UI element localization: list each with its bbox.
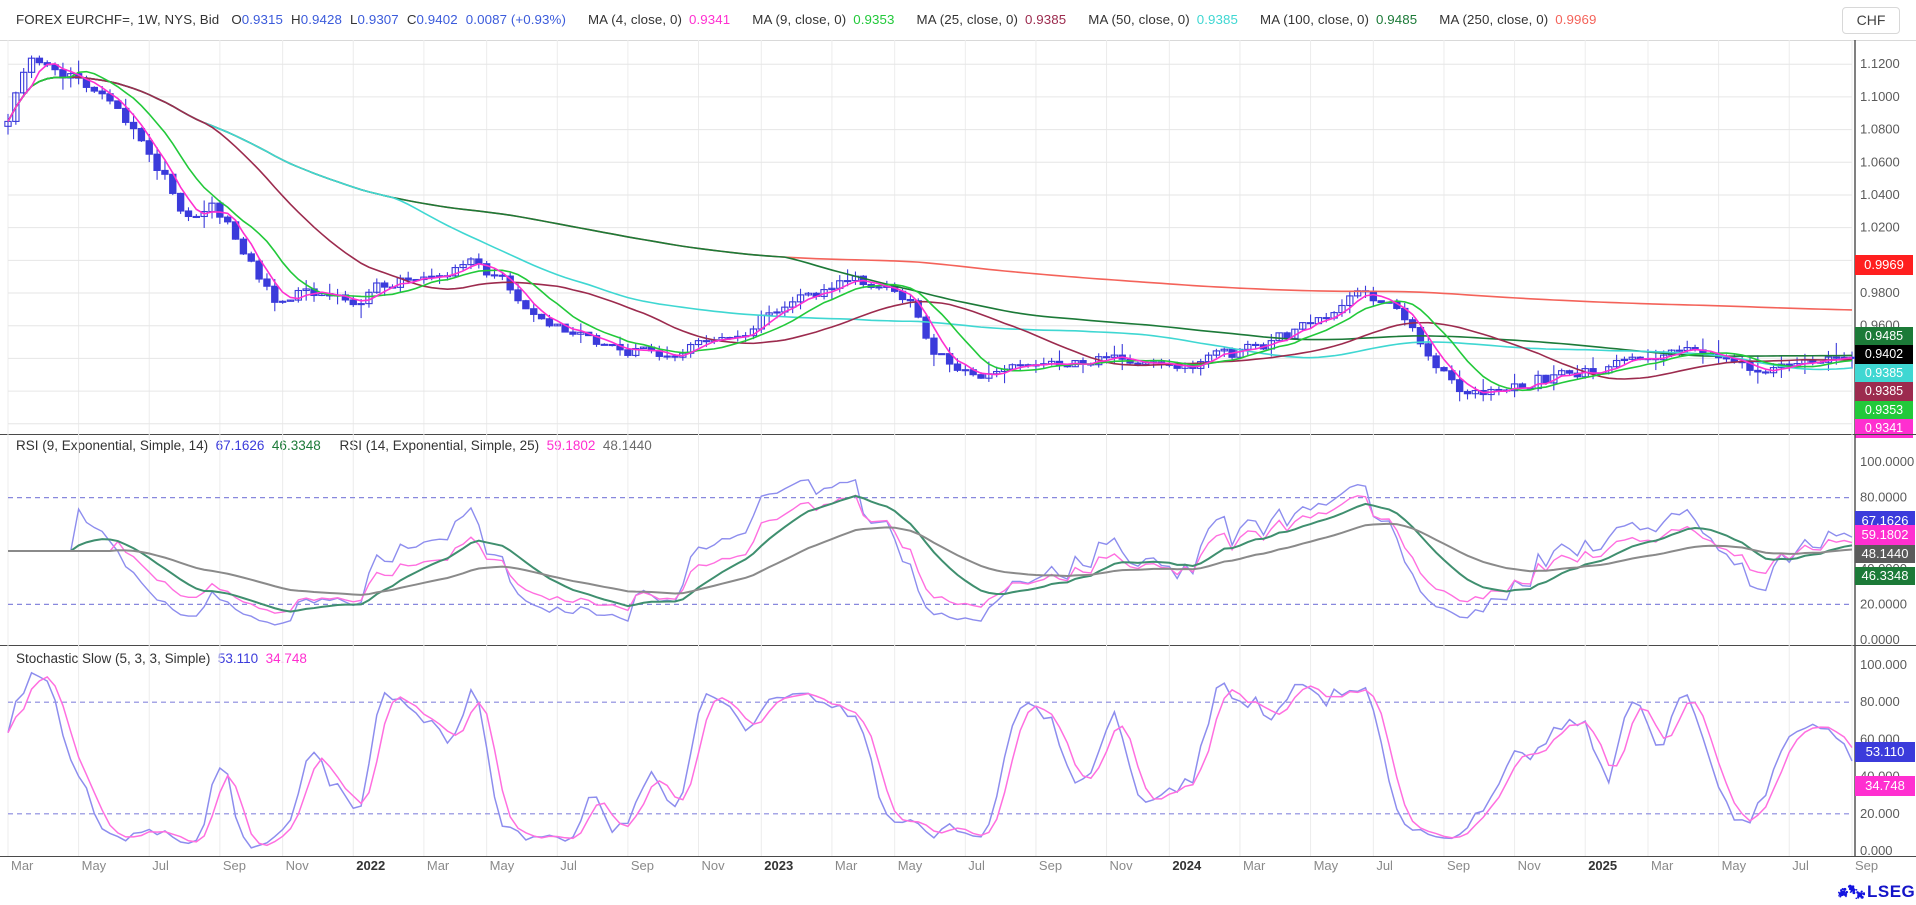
svg-text:80.000: 80.000 bbox=[1860, 694, 1900, 709]
svg-text:May: May bbox=[1314, 858, 1339, 873]
svg-text:Mar: Mar bbox=[835, 858, 858, 873]
svg-text:Sep: Sep bbox=[1447, 858, 1470, 873]
svg-text:1.1200: 1.1200 bbox=[1860, 56, 1900, 71]
svg-text:Nov: Nov bbox=[1518, 858, 1542, 873]
svg-text:Sep: Sep bbox=[1855, 858, 1878, 873]
svg-text:Mar: Mar bbox=[1651, 858, 1674, 873]
svg-text:Jul: Jul bbox=[152, 858, 169, 873]
svg-text:0.0000: 0.0000 bbox=[1860, 632, 1900, 645]
svg-text:Mar: Mar bbox=[427, 858, 450, 873]
svg-text:Jul: Jul bbox=[1376, 858, 1393, 873]
svg-text:Jul: Jul bbox=[560, 858, 577, 873]
svg-text:May: May bbox=[898, 858, 923, 873]
svg-text:1.0800: 1.0800 bbox=[1860, 122, 1900, 137]
svg-text:May: May bbox=[1722, 858, 1747, 873]
svg-text:Sep: Sep bbox=[223, 858, 246, 873]
svg-text:1.0600: 1.0600 bbox=[1860, 154, 1900, 169]
svg-text:Nov: Nov bbox=[286, 858, 310, 873]
svg-text:Sep: Sep bbox=[631, 858, 654, 873]
svg-text:2022: 2022 bbox=[356, 858, 385, 873]
svg-text:1.0400: 1.0400 bbox=[1860, 187, 1900, 202]
svg-text:May: May bbox=[82, 858, 107, 873]
svg-text:May: May bbox=[490, 858, 515, 873]
svg-text:0.9800: 0.9800 bbox=[1860, 285, 1900, 300]
svg-text:20.000: 20.000 bbox=[1860, 806, 1900, 821]
svg-text:Sep: Sep bbox=[1039, 858, 1062, 873]
svg-text:2025: 2025 bbox=[1588, 858, 1617, 873]
svg-text:100.000: 100.000 bbox=[1860, 657, 1907, 672]
svg-text:20.0000: 20.0000 bbox=[1860, 596, 1907, 611]
svg-text:Nov: Nov bbox=[1110, 858, 1134, 873]
svg-text:Mar: Mar bbox=[1243, 858, 1266, 873]
svg-text:1.0200: 1.0200 bbox=[1860, 220, 1900, 235]
svg-text:Mar: Mar bbox=[11, 858, 34, 873]
svg-text:Jul: Jul bbox=[968, 858, 985, 873]
svg-text:0.000: 0.000 bbox=[1860, 843, 1893, 856]
svg-text:2023: 2023 bbox=[764, 858, 793, 873]
svg-text:Jul: Jul bbox=[1792, 858, 1809, 873]
svg-text:100.0000: 100.0000 bbox=[1860, 454, 1914, 469]
svg-text:Nov: Nov bbox=[702, 858, 726, 873]
svg-text:1.1000: 1.1000 bbox=[1860, 89, 1900, 104]
svg-text:80.0000: 80.0000 bbox=[1860, 490, 1907, 505]
svg-text:2024: 2024 bbox=[1172, 858, 1202, 873]
